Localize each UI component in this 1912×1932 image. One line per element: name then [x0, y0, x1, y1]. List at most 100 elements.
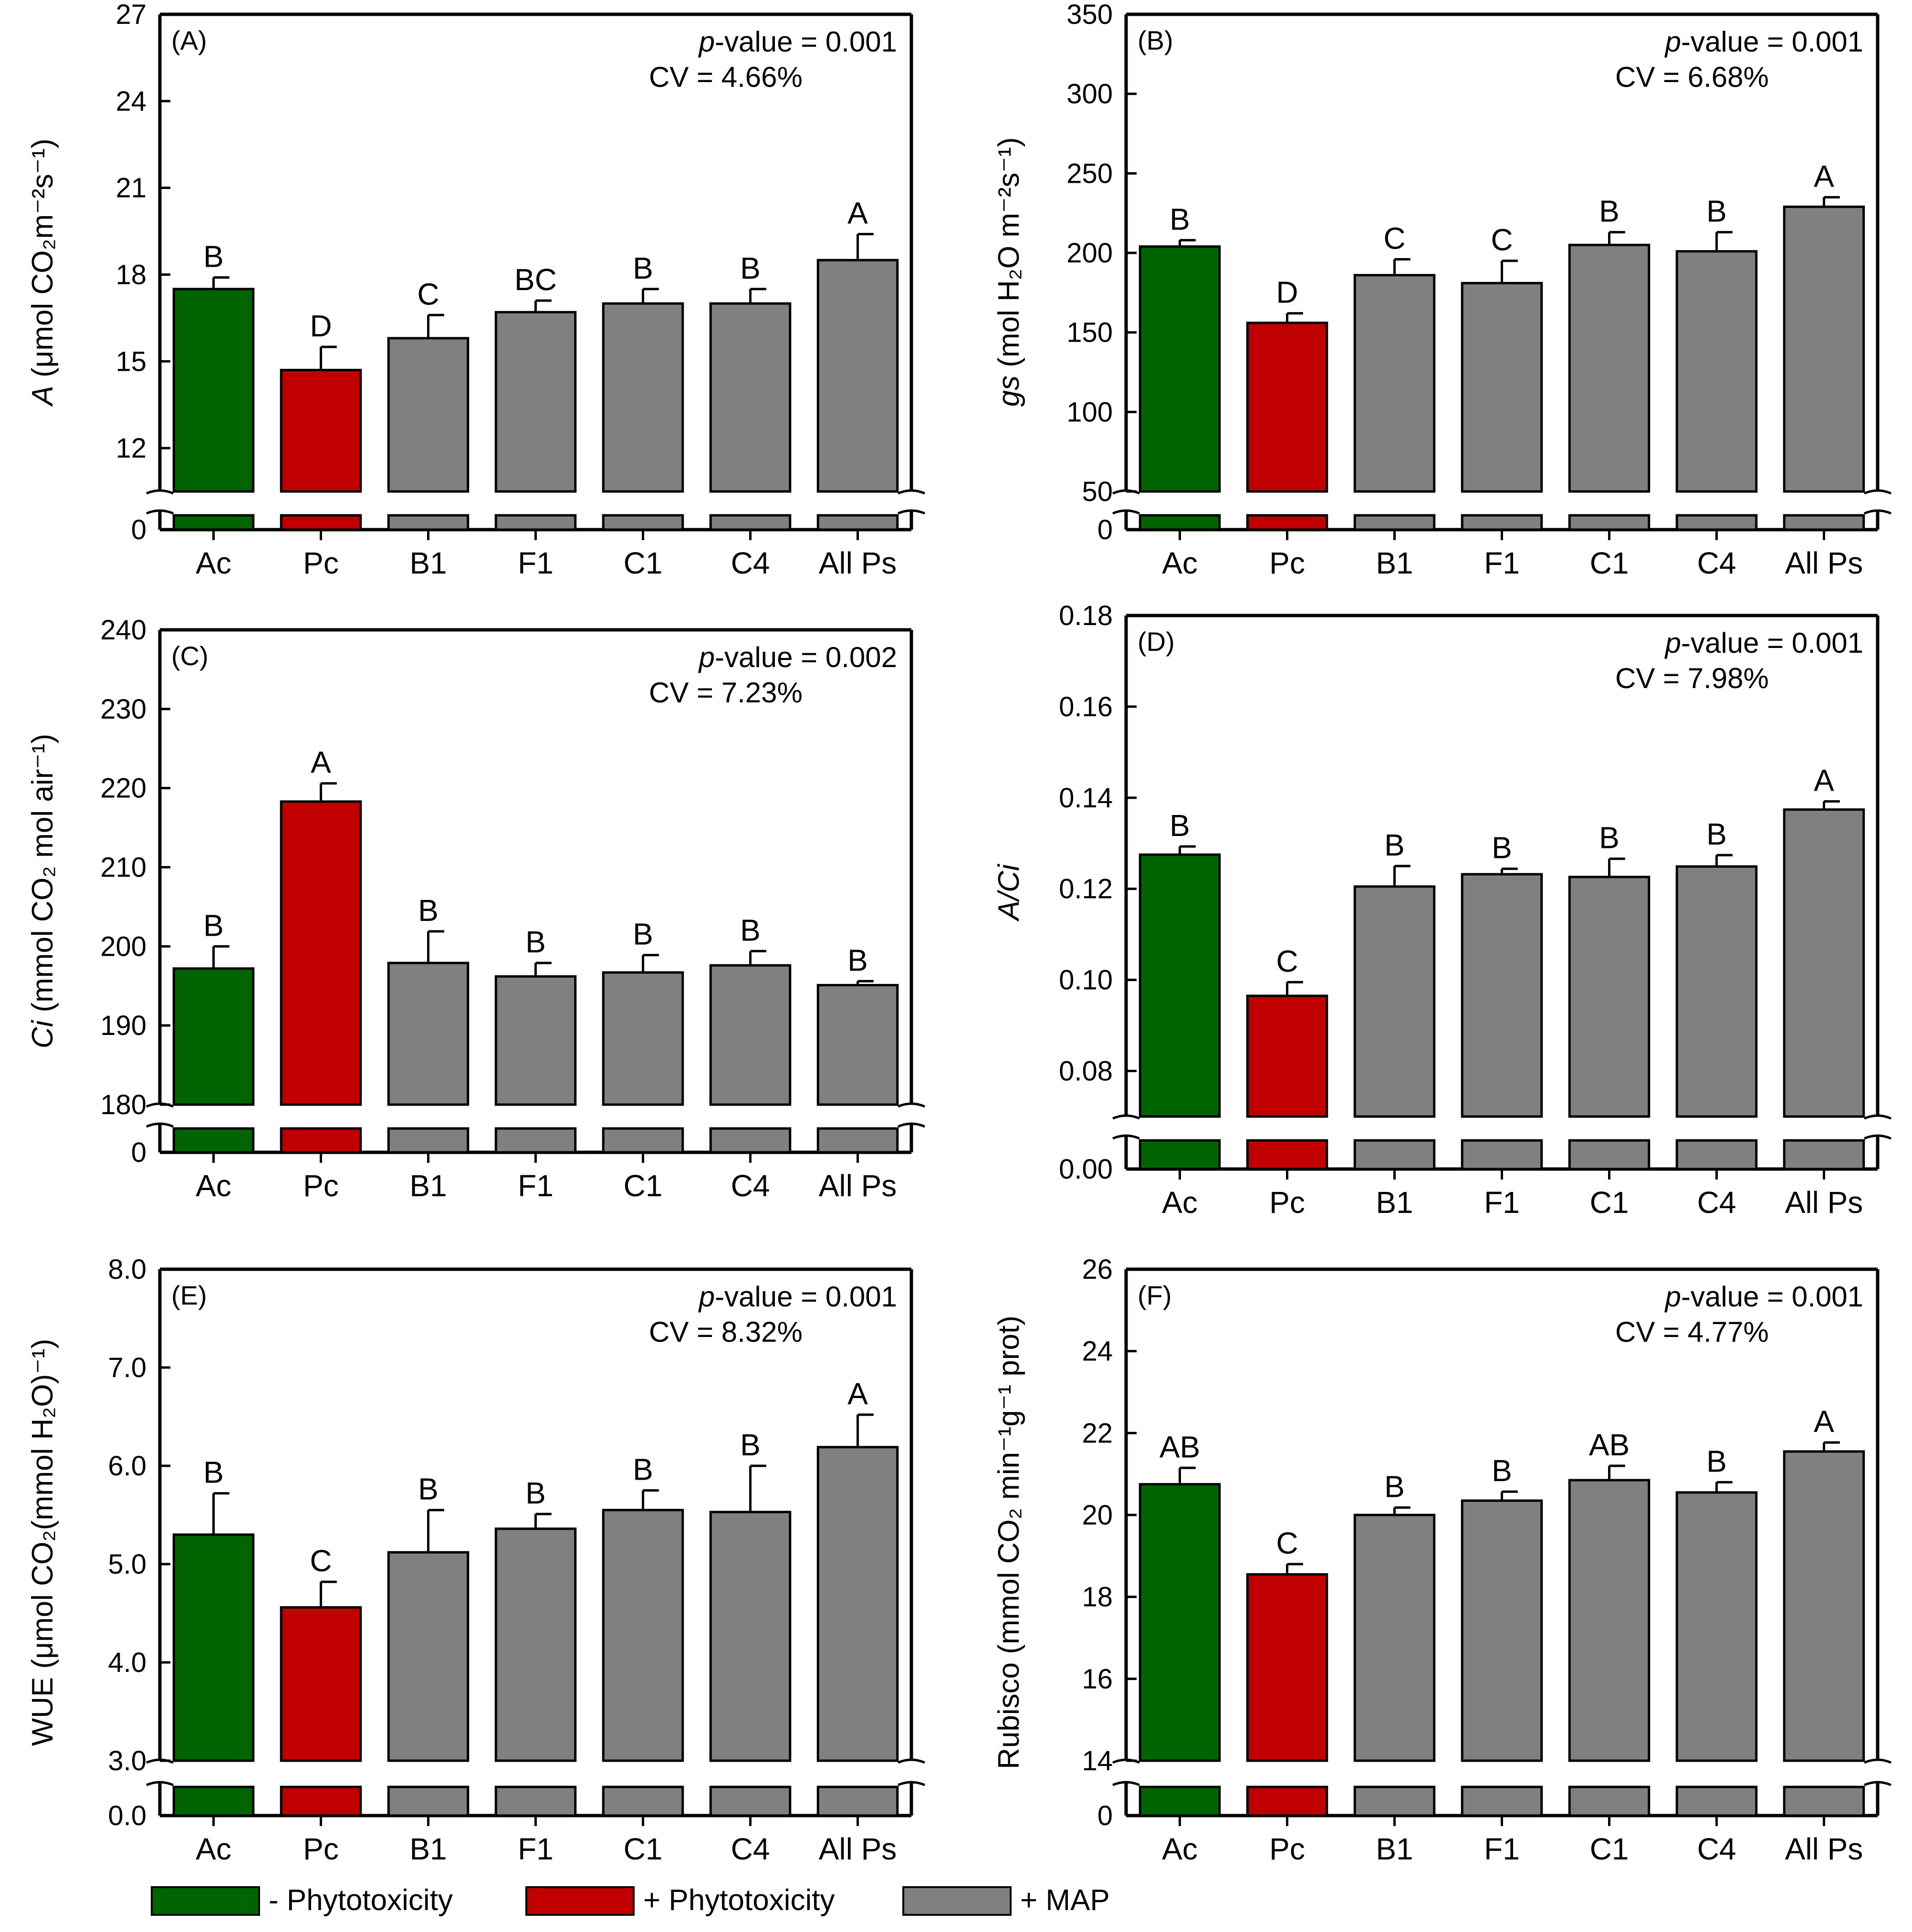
y-axis-label-text: (mmol CO₂ mol air⁻¹): [26, 734, 59, 1021]
panel-label: (E): [171, 1280, 207, 1310]
p-value-text: -value = 0.001: [715, 26, 897, 58]
x-tick-label: All Ps: [819, 1169, 897, 1203]
x-tick-label: Ac: [1162, 1832, 1198, 1866]
significance-letter: B: [1706, 1444, 1727, 1478]
chart-panel-6: 14 16 18 20 22 24 26 0 AB Ac C Pc B B1 B F1 AB C1 B C4 A All …: [993, 1254, 1891, 1866]
y-tick-label: 3.0: [108, 1745, 146, 1776]
y-tick-label: 200: [100, 931, 146, 962]
y-tick-label: 26: [1082, 1254, 1113, 1285]
significance-letter: C: [1276, 944, 1298, 978]
y-tick-label: 220: [100, 773, 146, 804]
x-tick-label: Pc: [303, 546, 339, 580]
bar: [1783, 1450, 1865, 1762]
significance-letter: AB: [1589, 1428, 1630, 1462]
significance-letter: B: [740, 1428, 761, 1462]
bar-lower-segment: [602, 514, 684, 531]
axis-break-mark-left-lower: [1112, 1134, 1140, 1140]
y-tick-label: 5.0: [108, 1549, 146, 1580]
bar: [1246, 322, 1328, 493]
significance-letter: B: [633, 1452, 653, 1487]
panel-label: (D): [1138, 627, 1175, 657]
x-tick-label: Ac: [1162, 1185, 1198, 1220]
x-tick-label: C4: [731, 1169, 770, 1203]
bar: [1461, 282, 1543, 493]
x-tick-label: Ac: [196, 1169, 231, 1203]
y-tick-label: 18: [115, 259, 146, 290]
significance-letter: B: [525, 1476, 546, 1510]
x-tick-label: B1: [1376, 546, 1413, 580]
y-tick-label: 0.16: [1059, 691, 1113, 722]
bar: [1353, 274, 1436, 493]
bar-lower-segment: [1139, 1139, 1221, 1170]
axis-break-mark-right-lower: [898, 509, 925, 515]
axis-break-mark-right-lower: [898, 1122, 925, 1128]
x-tick-label: B1: [1376, 1185, 1413, 1220]
x-tick-label: Ac: [196, 546, 231, 580]
y-tick-label-zero: 0.0: [108, 1800, 146, 1831]
y-tick-label: 24: [115, 86, 146, 117]
bar: [1139, 245, 1221, 493]
significance-letter: B: [633, 251, 653, 285]
y-tick-label: 180: [100, 1089, 146, 1120]
y-tick-label-zero: 0: [1097, 1800, 1113, 1831]
bar: [387, 961, 470, 1106]
bar: [494, 1527, 577, 1762]
significance-letter: C: [310, 1544, 332, 1578]
bar-lower-segment: [494, 1127, 577, 1154]
x-tick-label: C4: [1697, 1185, 1736, 1220]
significance-letter: A: [1814, 763, 1834, 797]
y-tick-label-zero: 0: [131, 1137, 146, 1168]
axis-break-mark-left-lower: [1112, 1781, 1140, 1786]
bar-lower-segment: [1246, 514, 1328, 531]
significance-letter: D: [310, 309, 332, 343]
chart-panel-4: 0.08 0.10 0.12 0.14 0.16 0.18 0.00 B Ac C Pc B B1 B F1…: [993, 600, 1891, 1220]
bar: [1353, 885, 1436, 1118]
cv-label: CV = 7.98%: [1615, 662, 1769, 694]
significance-letter: B: [1599, 194, 1619, 229]
significance-letter: B: [203, 1455, 224, 1490]
x-tick-label: C4: [1697, 546, 1736, 580]
chart-panel-5: 3.0 4.0 5.0 6.0 7.0 8.0 0.0 B Ac C Pc B B1 B F1 B C1 B C4 A…: [26, 1254, 925, 1866]
significance-letter: B: [1170, 202, 1190, 236]
y-tick-label: 20: [1082, 1500, 1113, 1531]
p-value-text: -value = 0.001: [715, 1281, 897, 1313]
bar: [172, 967, 255, 1106]
cv-label: CV = 4.66%: [649, 61, 803, 93]
y-tick-label: 250: [1066, 158, 1113, 189]
bar: [1461, 873, 1543, 1118]
p-value-label: p-value = 0.001: [1664, 26, 1863, 58]
x-tick-label: F1: [1484, 546, 1520, 580]
x-tick-label: All Ps: [819, 1832, 897, 1866]
panel-label: (F): [1138, 1280, 1172, 1310]
significance-letter: B: [418, 893, 439, 928]
axis-break-mark-right-upper: [898, 1102, 925, 1108]
y-axis-label-text: (mol H₂O m⁻²s⁻¹): [993, 137, 1025, 376]
bar: [387, 337, 470, 493]
y-tick-label: 210: [100, 852, 146, 883]
y-axis-label: Ci (mmol CO₂ mol air⁻¹): [26, 734, 59, 1049]
axis-break-mark-right-lower: [1864, 1134, 1891, 1140]
bar-lower-segment: [280, 514, 362, 531]
chart-panel-3: 180 190 200 210 220 230 240 0 B Ac A Pc B B1 B F1 B C1 B C4…: [26, 615, 925, 1203]
significance-letter: B: [203, 240, 224, 274]
significance-letter: B: [1492, 1453, 1512, 1488]
bar: [709, 1511, 792, 1762]
y-tick-label: 12: [115, 433, 146, 464]
y-tick-label: 190: [100, 1010, 146, 1041]
axis-break-mark-right-upper: [1864, 1758, 1891, 1764]
bar-lower-segment: [1246, 1139, 1328, 1170]
bar: [816, 259, 899, 493]
y-tick-label: 18: [1082, 1582, 1113, 1613]
x-tick-label: B1: [409, 1832, 447, 1866]
bar-lower-segment: [1461, 1786, 1543, 1817]
axis-break-mark-right-upper: [1864, 1114, 1891, 1120]
y-tick-label: 0.18: [1059, 600, 1113, 631]
x-tick-label: F1: [518, 1832, 554, 1866]
bar-lower-segment: [1675, 514, 1758, 531]
p-value-label: p-value = 0.001: [698, 26, 897, 58]
y-tick-label: 8.0: [108, 1254, 146, 1285]
x-tick-label: F1: [518, 1169, 554, 1203]
axis-break-mark-left-upper: [146, 489, 174, 495]
x-tick-label: Pc: [1269, 1832, 1305, 1866]
x-tick-label: Pc: [303, 1169, 339, 1203]
